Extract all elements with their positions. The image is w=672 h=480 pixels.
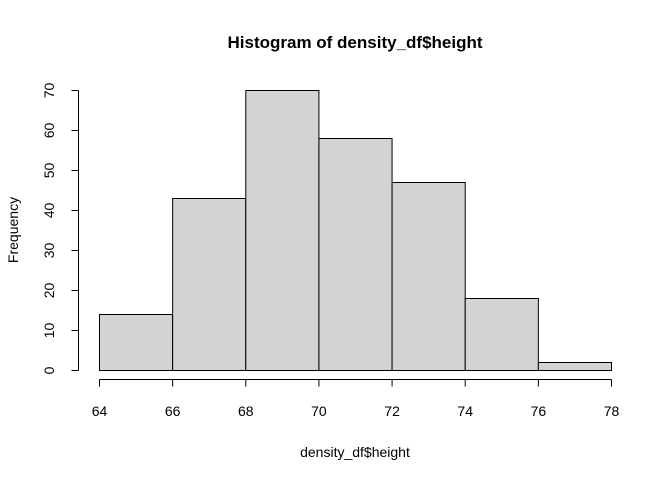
y-tick-label: 20: [41, 283, 57, 299]
y-tick-label: 70: [41, 83, 57, 99]
x-tick-label: 64: [92, 403, 108, 419]
x-tick-label: 70: [311, 403, 327, 419]
y-tick-label: 30: [41, 243, 57, 259]
x-tick-label: 72: [384, 403, 400, 419]
x-tick-label: 78: [604, 403, 620, 419]
x-tick-label: 74: [457, 403, 473, 419]
y-axis-label: Frequency: [5, 197, 21, 263]
y-tick-label: 10: [41, 323, 57, 339]
histogram-bar-74-76: [464, 298, 539, 371]
y-axis: 0 10 20 30 40 50 60 70: [41, 83, 79, 374]
histogram-bar-64-66: [99, 314, 174, 371]
y-tick-label: 0: [41, 366, 57, 374]
histogram-bar-68-70: [245, 90, 320, 371]
bars-group: [99, 90, 612, 371]
histogram-bar-70-72: [318, 138, 393, 371]
histogram-bar-72-74: [391, 182, 466, 371]
histogram-bar-66-68: [172, 198, 247, 371]
y-tick-label: 60: [41, 123, 57, 139]
x-axis: 64 66 68 70 72 74 76 78: [92, 379, 620, 419]
chart-title: Histogram of density_df$height: [227, 33, 482, 52]
y-tick-label: 50: [41, 163, 57, 179]
x-tick-label: 76: [531, 403, 547, 419]
y-tick-label: 40: [41, 203, 57, 219]
x-tick-label: 68: [238, 403, 254, 419]
histogram-bar-76-78: [537, 362, 612, 371]
x-tick-label: 66: [165, 403, 181, 419]
x-axis-label: density_df$height: [300, 444, 410, 460]
